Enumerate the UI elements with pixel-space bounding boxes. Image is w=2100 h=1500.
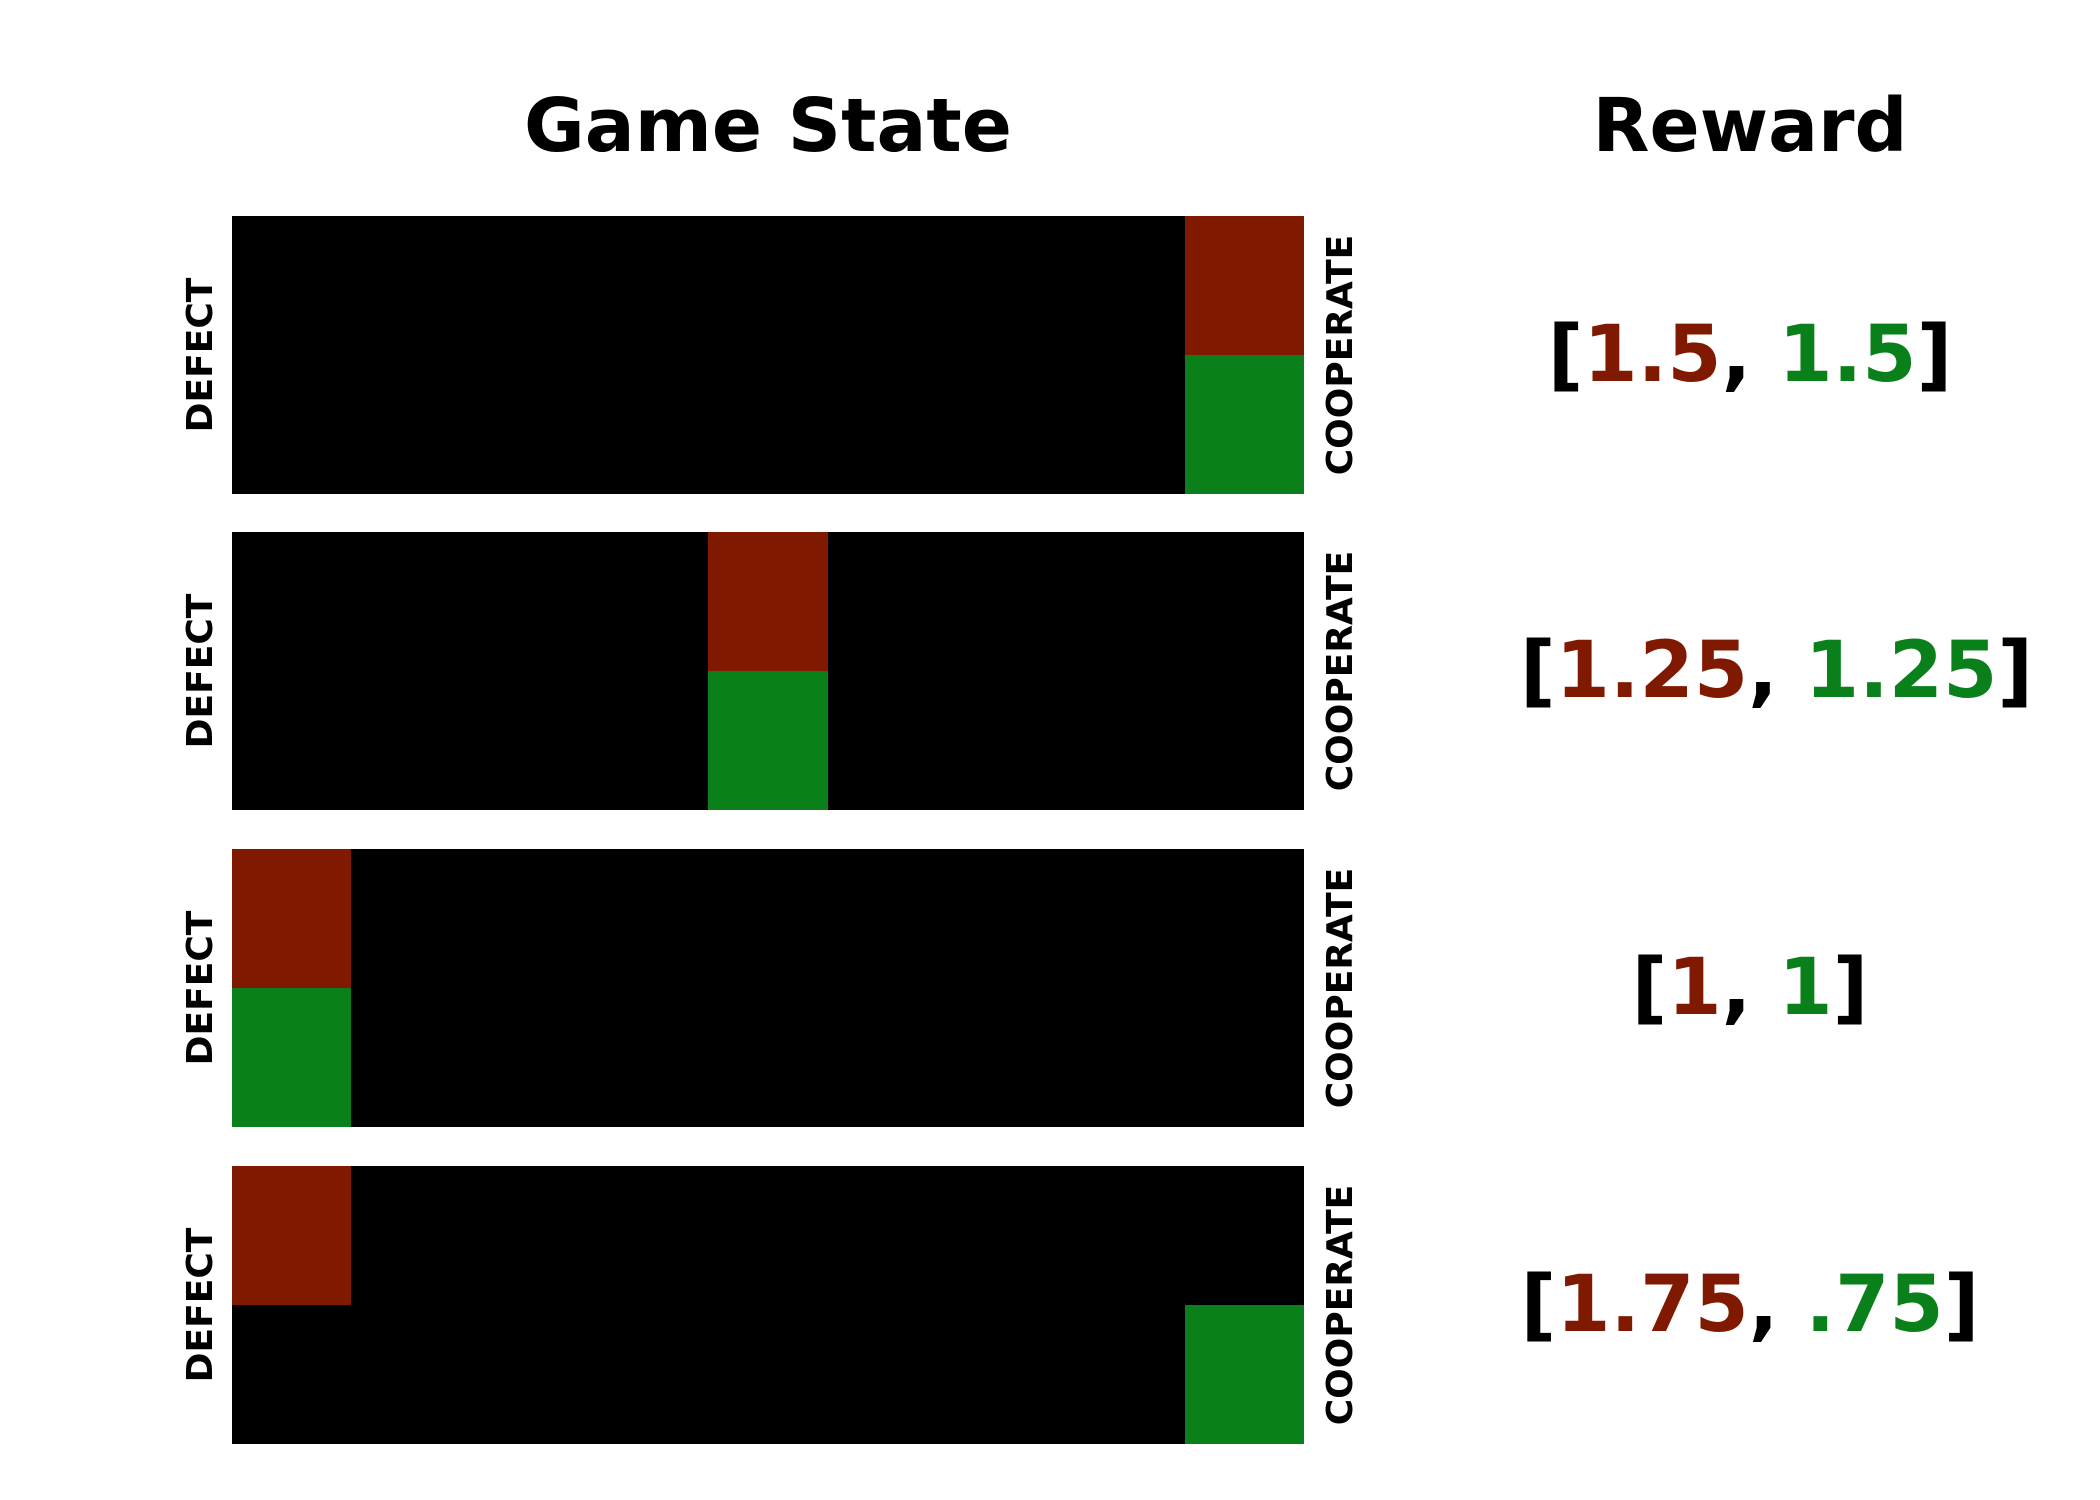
state-row: DEFECT COOPERATE [1, 1] <box>0 849 2100 1129</box>
player1-reward: 1 <box>1667 943 1722 1033</box>
state-row: DEFECT COOPERATE [1.25, 1.25] <box>0 532 2100 812</box>
cooperate-label: COOPERATE <box>1320 867 1361 1109</box>
game-board <box>232 849 1304 1127</box>
cooperate-label: COOPERATE <box>1320 1184 1361 1426</box>
reward-open-bracket: [ <box>1520 626 1556 716</box>
player2-reward: 1.25 <box>1804 626 1998 716</box>
player1-reward: 1.75 <box>1556 1260 1749 1350</box>
reward-separator: , <box>1721 943 1779 1033</box>
player2-marker <box>708 671 828 810</box>
game-board <box>232 1166 1304 1444</box>
reward-close-bracket: ] <box>1943 1260 1980 1350</box>
player1-marker <box>232 1166 352 1305</box>
game-state-heading: Game State <box>524 83 1012 169</box>
defect-label: DEFECT <box>180 910 221 1066</box>
state-row: DEFECT COOPERATE [1.5, 1.5] <box>0 216 2100 496</box>
reward-separator: , <box>1748 1260 1806 1350</box>
player1-marker <box>708 532 828 671</box>
player1-reward: 1.5 <box>1583 310 1722 400</box>
player2-reward: 1.5 <box>1778 310 1917 400</box>
cooperate-label: COOPERATE <box>1320 550 1361 792</box>
reward-heading: Reward <box>1592 83 1908 169</box>
player2-reward: .75 <box>1805 1260 1944 1350</box>
reward-close-bracket: ] <box>1997 626 2034 716</box>
reward-open-bracket: [ <box>1631 943 1668 1033</box>
player1-marker <box>1184 216 1304 355</box>
defect-label: DEFECT <box>180 593 221 749</box>
reward-value: [1, 1] <box>1520 849 1980 1127</box>
player1-reward: 1.25 <box>1555 626 1749 716</box>
reward-close-bracket: ] <box>1832 943 1869 1033</box>
player2-reward: 1 <box>1778 943 1833 1033</box>
game-board <box>232 532 1304 810</box>
reward-separator: , <box>1721 310 1779 400</box>
reward-value: [1.5, 1.5] <box>1520 216 1980 494</box>
reward-value: [1.75, .75] <box>1520 1166 1980 1444</box>
reward-value: [1.25, 1.25] <box>1520 532 2033 810</box>
player2-marker <box>232 988 352 1127</box>
state-row: DEFECT COOPERATE [1.75, .75] <box>0 1166 2100 1446</box>
defect-label: DEFECT <box>180 277 221 433</box>
defect-label: DEFECT <box>180 1227 221 1383</box>
reward-close-bracket: ] <box>1916 310 1953 400</box>
player2-marker <box>1184 1305 1304 1444</box>
player1-marker <box>232 849 352 988</box>
player2-marker <box>1184 355 1304 494</box>
reward-separator: , <box>1748 626 1805 716</box>
cooperate-label: COOPERATE <box>1320 234 1361 476</box>
game-board <box>232 216 1304 494</box>
reward-open-bracket: [ <box>1547 310 1584 400</box>
reward-open-bracket: [ <box>1520 1260 1557 1350</box>
